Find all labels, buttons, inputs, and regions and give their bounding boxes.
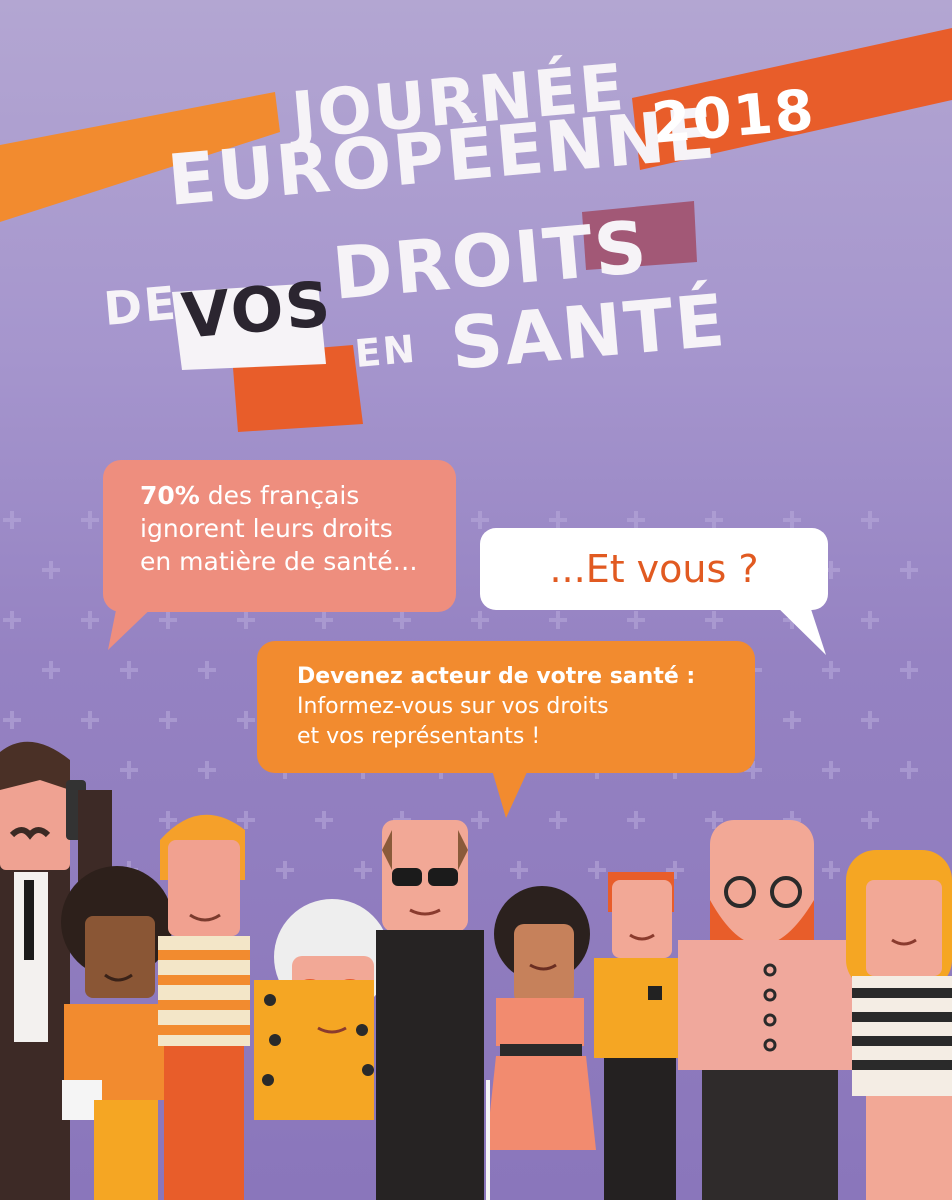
plus-mark <box>120 661 138 679</box>
plus-mark <box>627 611 645 629</box>
cta-line3: et vos représentants ! <box>297 724 541 749</box>
plus-mark <box>861 811 879 829</box>
plus-mark <box>900 661 918 679</box>
question-text: ...Et vous ? <box>549 547 759 591</box>
plus-mark <box>549 611 567 629</box>
plus-mark <box>237 711 255 729</box>
question-bubble: ...Et vous ? <box>480 528 828 610</box>
plus-mark <box>471 511 489 529</box>
stat-line2: ignorent leurs droits <box>140 514 393 543</box>
plus-mark <box>42 561 60 579</box>
person-boy-redhair <box>594 872 686 1200</box>
cta-line2: Informez-vous sur vos droits <box>297 694 609 719</box>
plus-mark <box>900 561 918 579</box>
cta-heading: Devenez acteur de votre santé : <box>297 664 696 689</box>
plus-mark <box>81 711 99 729</box>
plus-mark <box>666 861 684 879</box>
plus-mark <box>861 611 879 629</box>
person-child <box>61 866 173 1200</box>
mauve-block <box>582 201 697 270</box>
plus-mark <box>705 811 723 829</box>
plus-mark <box>159 611 177 629</box>
plus-mark <box>3 611 21 629</box>
plus-mark <box>783 511 801 529</box>
plus-mark <box>705 511 723 529</box>
plus-mark <box>81 511 99 529</box>
plus-mark <box>276 861 294 879</box>
stat-bubble: 70% des français ignorent leurs droits e… <box>103 460 456 612</box>
person-blonde-woman <box>846 850 952 1200</box>
plus-mark <box>315 811 333 829</box>
plus-mark <box>549 811 567 829</box>
plus-mark <box>471 811 489 829</box>
plus-mark <box>627 511 645 529</box>
person-man-sunglasses <box>376 820 484 1200</box>
person-woman-dress <box>486 886 596 1200</box>
orange-stripe-left <box>0 92 280 222</box>
plus-mark <box>393 611 411 629</box>
cta-bubble: Devenez acteur de votre santé : Informez… <box>257 641 755 773</box>
plus-mark <box>783 711 801 729</box>
plus-mark <box>861 511 879 529</box>
plus-mark <box>744 761 762 779</box>
plus-mark <box>81 611 99 629</box>
plus-mark <box>198 761 216 779</box>
plus-mark <box>822 761 840 779</box>
plus-mark <box>627 811 645 829</box>
plus-mark <box>237 611 255 629</box>
person-striped-shirt <box>158 814 250 1200</box>
plus-mark <box>705 611 723 629</box>
plus-mark <box>510 861 528 879</box>
stat-text: 70% des français ignorent leurs droits e… <box>140 479 418 578</box>
plus-mark <box>120 761 138 779</box>
stat-line3: en matière de santé… <box>140 547 418 576</box>
plus-mark <box>3 511 21 529</box>
plus-mark <box>588 861 606 879</box>
plus-mark <box>549 511 567 529</box>
plus-mark <box>198 661 216 679</box>
person-bearded-man <box>678 820 858 1200</box>
plus-mark <box>3 711 21 729</box>
person-man-with-phone <box>0 741 112 1200</box>
orange-stripe-right <box>632 28 952 170</box>
plus-mark <box>315 611 333 629</box>
stat-percent: 70% <box>140 481 200 510</box>
plus-mark <box>783 811 801 829</box>
plus-mark <box>471 611 489 629</box>
plus-mark <box>822 561 840 579</box>
stat-line1: des français <box>199 481 360 510</box>
plus-mark <box>237 811 255 829</box>
cta-text: Devenez acteur de votre santé : Informez… <box>297 662 695 752</box>
plus-mark <box>900 761 918 779</box>
plus-mark <box>159 711 177 729</box>
stat-bubble-tail <box>108 600 160 650</box>
plus-mark <box>822 861 840 879</box>
plus-mark <box>354 861 372 879</box>
person-grandma <box>254 899 390 1120</box>
question-bubble-tail <box>770 600 826 655</box>
vos-box <box>172 283 326 370</box>
plus-mark <box>822 661 840 679</box>
cta-bubble-tail <box>492 770 528 818</box>
plus-mark <box>159 811 177 829</box>
orange-block-bottom <box>232 345 363 432</box>
plus-mark <box>861 711 879 729</box>
plus-mark <box>42 661 60 679</box>
